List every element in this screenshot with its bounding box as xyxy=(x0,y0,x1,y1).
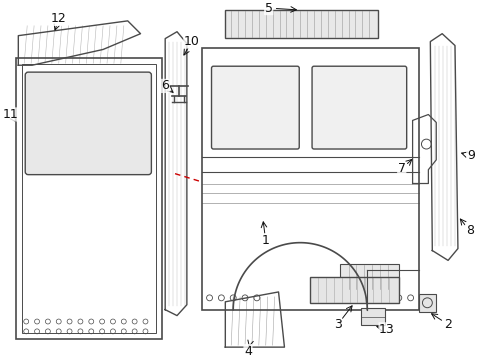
Text: 3: 3 xyxy=(334,318,342,331)
Text: 2: 2 xyxy=(444,318,452,331)
Bar xyxy=(202,49,418,310)
Text: 13: 13 xyxy=(379,323,395,336)
Text: 7: 7 xyxy=(398,162,406,175)
Bar xyxy=(225,10,378,38)
Text: 11: 11 xyxy=(2,108,18,121)
Text: 8: 8 xyxy=(466,224,474,237)
Text: 5: 5 xyxy=(265,1,273,14)
Text: 12: 12 xyxy=(51,12,67,26)
Text: 9: 9 xyxy=(467,149,475,162)
Bar xyxy=(16,58,162,339)
Bar xyxy=(418,294,436,312)
Bar xyxy=(361,308,385,325)
FancyBboxPatch shape xyxy=(25,72,151,175)
Text: 10: 10 xyxy=(184,35,200,48)
Bar xyxy=(340,264,399,290)
FancyBboxPatch shape xyxy=(312,66,407,149)
FancyBboxPatch shape xyxy=(212,66,299,149)
Text: 1: 1 xyxy=(262,234,270,247)
Text: 4: 4 xyxy=(244,345,252,357)
Bar xyxy=(310,277,399,303)
Bar xyxy=(22,64,156,333)
Text: 6: 6 xyxy=(161,80,169,93)
